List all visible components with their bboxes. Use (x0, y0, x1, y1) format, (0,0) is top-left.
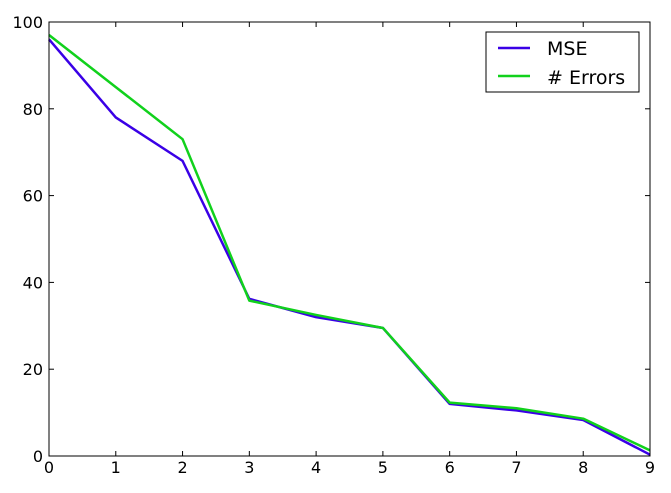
x-tick-label: 0 (44, 458, 54, 477)
legend: MSE # Errors (485, 31, 640, 93)
y-tick-label: 40 (23, 273, 43, 292)
y-tick-label: 20 (23, 360, 43, 379)
x-tick-label: 6 (445, 458, 455, 477)
plot-frame (48, 21, 651, 457)
x-tick-label: 7 (511, 458, 521, 477)
x-tick-label: 4 (311, 458, 321, 477)
series-layer (48, 34, 651, 456)
y-tick-label: 80 (23, 100, 43, 119)
y-tick-label: 60 (23, 187, 43, 206)
y-tick-label: 100 (12, 13, 43, 32)
series-line-errors (48, 34, 651, 452)
legend-label-mse: MSE (547, 38, 587, 60)
legend-label-errors: # Errors (547, 67, 625, 89)
plot-background (49, 22, 650, 456)
tick-layer: 0 1 2 3 4 5 6 7 8 9 0 20 40 60 80 100 (12, 13, 655, 477)
x-tick-label: 1 (111, 458, 121, 477)
x-tick-label: 9 (645, 458, 655, 477)
x-tick-label: 2 (177, 458, 187, 477)
x-tick-label: 3 (244, 458, 254, 477)
x-tick-label: 8 (578, 458, 588, 477)
x-tick-label: 5 (378, 458, 388, 477)
y-tick-label: 0 (33, 447, 43, 466)
legend-box (485, 31, 640, 93)
